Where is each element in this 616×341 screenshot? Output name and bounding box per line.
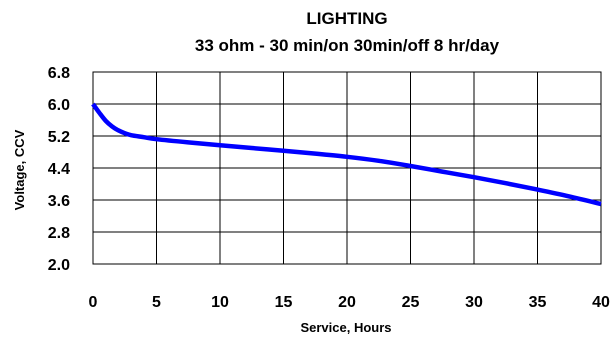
series-line	[91, 102, 602, 207]
y-tick-label: 6.8	[48, 65, 70, 82]
x-tick-label: 15	[275, 294, 293, 311]
chart-subtitle: 33 ohm - 30 min/on 30min/off 8 hr/day	[195, 36, 500, 55]
y-tick-label: 2.0	[48, 257, 70, 274]
x-tick-label: 5	[152, 294, 161, 311]
x-tick-label: 10	[211, 294, 229, 311]
x-tick-label: 35	[529, 294, 547, 311]
y-tick-label: 3.6	[48, 193, 70, 210]
y-axis-label: Voltage, CCV	[12, 129, 27, 210]
y-tick-label: 5.2	[48, 129, 70, 146]
chart-title: LIGHTING	[306, 9, 387, 28]
plot-area: 0 5 10 15 20 25 30 35 40 6.8 6.0 5.2 4.4 3.6 2.8 2.0	[48, 65, 610, 311]
x-tick-label: 30	[465, 294, 483, 311]
x-tick-label: 40	[592, 294, 610, 311]
y-tick-label: 4.4	[48, 161, 70, 178]
y-tick-label: 6.0	[48, 97, 70, 114]
x-tick-label: 0	[89, 294, 98, 311]
x-tick-label: 20	[338, 294, 356, 311]
y-tick-label: 2.8	[48, 225, 70, 242]
plot-border	[92, 71, 602, 265]
x-tick-label: 25	[402, 294, 420, 311]
x-axis-label: Service, Hours	[300, 320, 391, 335]
